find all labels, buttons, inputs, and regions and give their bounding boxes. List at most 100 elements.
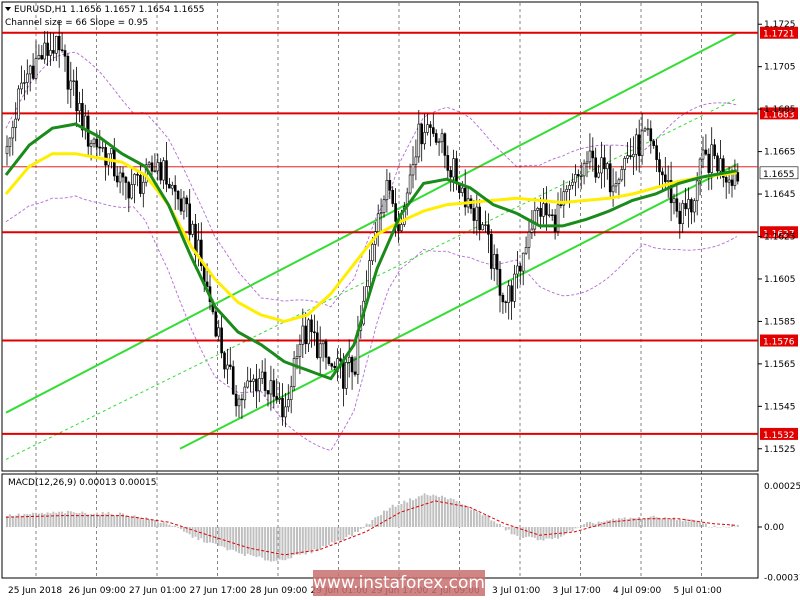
candle [60,32,64,53]
candle [200,222,203,272]
candle-body [226,364,229,370]
candle [243,382,247,409]
candle-body [568,185,571,190]
y-tick-label: 1.1645 [764,190,796,200]
candle [655,139,658,172]
macd-histogram-bar [101,512,104,527]
candle [547,203,551,218]
candle [249,368,252,393]
macd-histogram-bar [693,520,696,527]
macd-histogram-bar [35,512,37,527]
candle [133,173,136,204]
candle-body [304,325,308,345]
candle-body [130,184,133,199]
macd-histogram-bar [661,519,664,527]
candle-body [507,285,511,303]
macd-histogram-bar [325,527,327,547]
candle-body [652,140,656,146]
candle [518,262,522,285]
candle-body [533,210,537,230]
candle [437,138,441,156]
candle-body [698,158,702,182]
candle [156,153,160,181]
candle [173,175,177,210]
candle [736,163,740,185]
candle-body [295,356,299,359]
macd-histogram-bar [261,527,264,558]
symbol-dropdown-icon[interactable] [5,7,11,11]
candle [495,248,499,286]
macd-histogram-bar [359,527,362,530]
candle [31,53,35,80]
price-level-label: 1.1721 [763,30,795,40]
macd-histogram-bar [571,527,574,532]
candle [214,308,218,338]
candle [272,368,276,408]
candle [118,166,122,194]
candle [188,189,191,243]
macd-histogram-bar [55,512,58,527]
candle-body [159,162,162,181]
candle-body [484,224,487,226]
candle-body [52,50,55,54]
candle [263,358,267,397]
macd-histogram-bar [95,512,98,527]
macd-histogram-bar [667,519,670,527]
candle [37,44,41,60]
candle [376,204,380,247]
macd-histogram-bar [429,495,432,527]
candle [185,195,189,218]
candle [286,384,290,412]
candle-body [115,175,119,183]
candle-body [478,206,482,231]
candle [110,148,113,169]
candle [632,136,635,176]
candle [556,192,560,236]
candle [324,338,328,370]
macd-histogram-bar [29,514,32,527]
candle [710,127,714,190]
macd-histogram-bar [17,513,20,527]
candle-body [553,214,557,232]
candlesticks [5,20,740,428]
candle [605,161,609,180]
candle-body [669,180,673,204]
macd-histogram-bar [78,513,81,527]
macd-histogram-bar [722,526,725,527]
macd-histogram-bar [707,526,710,528]
candle-body [101,147,104,149]
candle [539,197,542,229]
candle-body [156,162,160,172]
macd-histogram-bar [180,527,182,530]
candle-body [191,223,194,235]
price-level-tag [760,334,798,347]
macd-histogram-bar [461,504,464,527]
price-level-label: 1.1627 [763,229,795,239]
macd-histogram-bar [243,527,246,556]
macd-histogram-bar [397,504,400,527]
macd-histogram-bar [626,519,629,527]
candle [5,135,9,166]
symbol-header: EURUSD,H1 1.1656 1.1657 1.1654 1.1655 [14,5,205,15]
candle-body [600,157,603,174]
candle-body [118,172,122,183]
candle-body [266,390,270,395]
candle-body [620,169,624,181]
candle-body [243,386,247,401]
candle-body [481,224,484,231]
candle-body [394,203,397,222]
candle-body [127,182,131,199]
candle-body [237,398,241,407]
candle [614,171,618,194]
candle [611,168,615,207]
candle-body [417,123,421,158]
macd-histogram-bar [400,504,403,527]
candle-body [124,176,128,183]
candle-body [443,133,447,156]
candle [78,91,81,123]
macd-histogram-bar [197,527,200,540]
macd-histogram-bar [690,519,693,527]
candle-body [171,184,174,189]
candle [240,393,244,419]
candle [292,350,296,391]
